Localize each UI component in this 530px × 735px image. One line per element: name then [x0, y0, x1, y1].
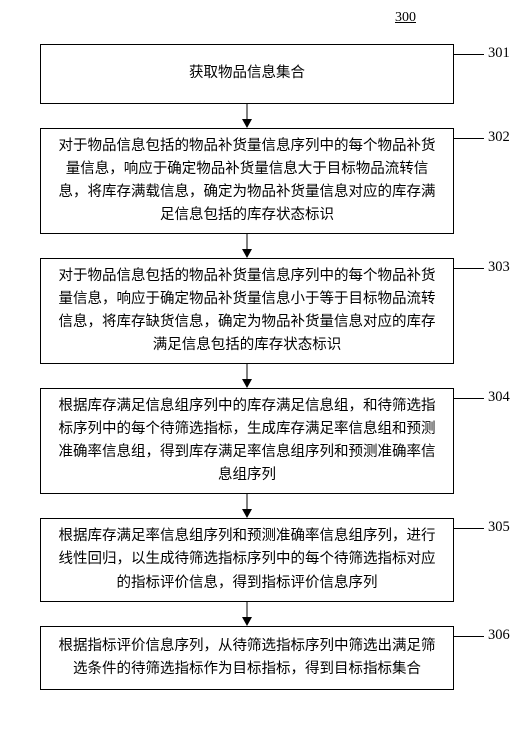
- leader-line: [454, 54, 484, 55]
- step-box-304: 根据库存满足信息组序列中的库存满足信息组，和待筛选指标序列中的每个待筛选指标，生…: [40, 388, 454, 494]
- step-box-302: 对于物品信息包括的物品补货量信息序列中的每个物品补货量信息，响应于确定物品补货量…: [40, 128, 454, 234]
- flow-arrow: [237, 104, 257, 128]
- step-text: 根据库存满足率信息组序列和预测准确率信息组序列，进行线性回归，以生成待筛选指标序…: [53, 525, 441, 595]
- leader-line: [454, 636, 484, 637]
- step-text: 对于物品信息包括的物品补货量信息序列中的每个物品补货量信息，响应于确定物品补货量…: [53, 265, 441, 358]
- leader-line: [454, 528, 484, 529]
- step-box-303: 对于物品信息包括的物品补货量信息序列中的每个物品补货量信息，响应于确定物品补货量…: [40, 258, 454, 364]
- flow-arrow: [237, 234, 257, 258]
- step-text: 根据库存满足信息组序列中的库存满足信息组，和待筛选指标序列中的每个待筛选指标，生…: [53, 395, 441, 488]
- flow-arrow: [237, 364, 257, 388]
- step-text: 对于物品信息包括的物品补货量信息序列中的每个物品补货量信息，响应于确定物品补货量…: [53, 135, 441, 228]
- flowchart-canvas: 300 获取物品信息集合 301 对于物品信息包括的物品补货量信息序列中的每个物品补货…: [0, 0, 530, 735]
- step-box-301: 获取物品信息集合: [40, 44, 454, 104]
- figure-number: 300: [395, 10, 416, 26]
- flow-arrow: [237, 494, 257, 518]
- step-box-305: 根据库存满足率信息组序列和预测准确率信息组序列，进行线性回归，以生成待筛选指标序…: [40, 518, 454, 602]
- leader-line: [454, 268, 484, 269]
- step-label-306: 306: [488, 627, 510, 644]
- step-label-303: 303: [488, 259, 510, 276]
- step-label-302: 302: [488, 129, 510, 146]
- leader-line: [454, 398, 484, 399]
- step-text: 根据指标评价信息序列，从待筛选指标序列中筛选出满足筛选条件的待筛选指标作为目标指…: [53, 635, 441, 681]
- leader-line: [454, 138, 484, 139]
- step-label-304: 304: [488, 389, 510, 406]
- step-label-305: 305: [488, 519, 510, 536]
- step-box-306: 根据指标评价信息序列，从待筛选指标序列中筛选出满足筛选条件的待筛选指标作为目标指…: [40, 626, 454, 690]
- step-text: 获取物品信息集合: [189, 62, 305, 85]
- flow-arrow: [237, 602, 257, 626]
- step-label-301: 301: [488, 45, 510, 62]
